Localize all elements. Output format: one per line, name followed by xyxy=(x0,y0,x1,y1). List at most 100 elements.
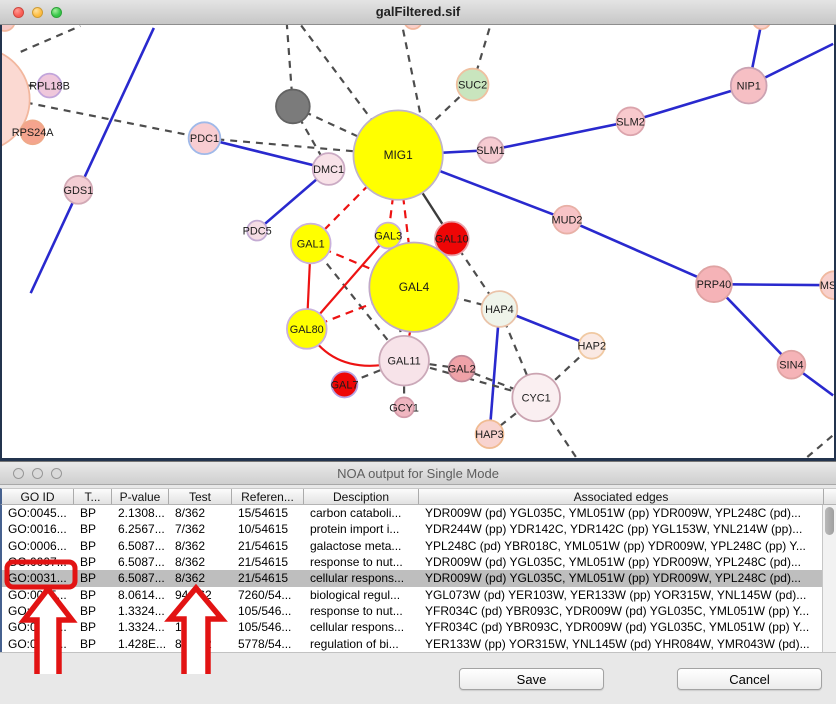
node-GAL1[interactable]: GAL1 xyxy=(289,222,332,265)
node-label: MIG1 xyxy=(384,148,413,162)
table-row[interactable]: GO:0065... BP 8.0614... 94/362 7260/54... bio… xyxy=(2,587,824,603)
node-label: PDC5 xyxy=(243,226,272,238)
column-header-p-value[interactable]: P-value xyxy=(112,489,169,504)
node-GAL2[interactable]: GAL2 xyxy=(448,354,476,383)
table-row[interactable]: GO:0016... BP 6.2567... 7/362 10/54615 protei… xyxy=(2,521,824,537)
cell: BP xyxy=(80,636,97,651)
network-edge[interactable] xyxy=(401,25,422,113)
column-header-desciption[interactable]: Desciption xyxy=(304,489,419,504)
table-row[interactable]: GO:0050... BP 1.428E... 80/362 5778/54... reg… xyxy=(2,636,824,652)
node-DMC1[interactable]: DMC1 xyxy=(311,152,346,186)
table-row[interactable]: GO:0031... BP 1.3324... 11/362 105/546... res… xyxy=(2,603,824,619)
minimize-icon[interactable] xyxy=(32,468,43,479)
table-header[interactable]: GO ID T... P-value Test Referen... Desciption… xyxy=(0,488,836,505)
node-GAL11[interactable]: GAL11 xyxy=(378,334,430,387)
network-edge[interactable] xyxy=(490,120,631,152)
node-MUD2[interactable]: MUD2 xyxy=(552,204,583,235)
zoom-icon[interactable] xyxy=(51,7,62,18)
cell: GO:0031... xyxy=(8,571,67,586)
node-label: GAL1 xyxy=(297,238,325,250)
column-header-referen-[interactable]: Referen... xyxy=(232,489,304,504)
minimize-icon[interactable] xyxy=(32,7,43,18)
node-GAL3[interactable]: GAL3 xyxy=(374,221,402,250)
network-edge[interactable] xyxy=(204,136,329,171)
node-GAL7[interactable]: GAL7 xyxy=(331,370,359,399)
network-edge[interactable] xyxy=(29,27,156,294)
node-CYC1[interactable]: CYC1 xyxy=(511,372,561,423)
cell: 11/362 xyxy=(175,620,211,635)
network-edge[interactable] xyxy=(204,137,399,157)
column-header-test[interactable]: Test xyxy=(169,489,232,504)
node-label: GAL4 xyxy=(399,280,430,294)
network-canvas[interactable]: RPL18B RPS24A GDS1 PDC1 MIG1 SUC2 SLM1 DMC1 SLM2… xyxy=(0,25,836,461)
table-row[interactable]: GO:0031... BP 1.3324... 11/362 105/546... cel… xyxy=(2,619,824,635)
table-row[interactable]: GO:0045... BP 2.1308... 8/362 15/54615 carbon… xyxy=(2,505,824,521)
cell: BP xyxy=(80,620,97,635)
cell: 21/54615 xyxy=(238,554,289,569)
node-GAL4[interactable]: GAL4 xyxy=(368,241,460,333)
network-edge[interactable] xyxy=(25,101,205,140)
network-edge[interactable] xyxy=(403,359,462,370)
node-GAL80[interactable]: GAL80 xyxy=(286,308,328,350)
node-SLM1[interactable]: SLM1 xyxy=(476,136,505,164)
table-row[interactable]: GO:0007... BP 6.5087... 8/362 21/54615 respon… xyxy=(2,554,824,570)
node-MSL1[interactable]: MSL1 xyxy=(819,270,836,300)
cell: 7260/54... xyxy=(238,587,292,602)
node-MIG1[interactable]: MIG1 xyxy=(352,109,444,201)
node-PDC1[interactable]: PDC1 xyxy=(187,121,222,155)
node-SUC2[interactable]: SUC2 xyxy=(455,67,490,102)
node-label: MSL1 xyxy=(820,280,836,292)
node-SLM2[interactable]: SLM2 xyxy=(615,106,646,137)
node-HAP3[interactable]: HAP3 xyxy=(474,419,505,449)
node-blob[interactable] xyxy=(0,48,31,151)
node-RPL18B[interactable]: RPL18B xyxy=(29,72,70,99)
node-topsliver1[interactable] xyxy=(404,25,422,30)
close-icon[interactable] xyxy=(13,7,24,18)
table-row[interactable]: GO:0006... BP 6.5087... 8/362 21/54615 galact… xyxy=(2,538,824,554)
node-label: HAP3 xyxy=(475,429,504,441)
node-GCY1[interactable]: GCY1 xyxy=(389,396,419,419)
close-icon[interactable] xyxy=(13,468,24,479)
cell: 1.3324... xyxy=(118,603,165,618)
zoom-icon[interactable] xyxy=(51,468,62,479)
cell: BP xyxy=(80,538,97,553)
node-label: SLM1 xyxy=(476,145,505,157)
cell: 8/362 xyxy=(175,571,206,586)
cell: response to nut... xyxy=(310,554,403,569)
node-GAL10[interactable]: GAL10 xyxy=(433,220,470,257)
cell: 11/362 xyxy=(175,603,211,618)
column-header-t-[interactable]: T... xyxy=(74,489,112,504)
node-corner[interactable] xyxy=(0,25,15,32)
node-GDS1[interactable]: GDS1 xyxy=(64,175,94,205)
save-button[interactable]: Save xyxy=(459,668,604,690)
cell: 6.5087... xyxy=(118,538,165,553)
node-HAP4[interactable]: HAP4 xyxy=(480,290,519,328)
network-edge[interactable] xyxy=(806,434,834,458)
network-edge[interactable] xyxy=(630,84,750,123)
node-SIN4[interactable]: SIN4 xyxy=(776,349,807,380)
node-NIP1[interactable]: NIP1 xyxy=(729,66,768,105)
network-edge[interactable] xyxy=(488,308,501,435)
node-RPS24A[interactable]: RPS24A xyxy=(12,119,55,146)
column-header-go-id[interactable]: GO ID xyxy=(2,489,74,504)
cell: BP xyxy=(80,571,97,586)
node-gray-node[interactable] xyxy=(275,88,311,125)
network-edge[interactable] xyxy=(566,218,715,286)
vertical-scrollbar[interactable] xyxy=(822,505,836,652)
network-edge[interactable] xyxy=(713,282,834,287)
network-edge[interactable] xyxy=(471,25,492,85)
node-PRP40[interactable]: PRP40 xyxy=(695,265,733,303)
cell: 15/54615 xyxy=(238,506,289,520)
table-row[interactable]: GO:0031... BP 6.5087... 8/362 21/54615 cellul… xyxy=(2,570,824,587)
column-header-associated-edges[interactable]: Associated edges xyxy=(419,489,824,504)
scrollbar-thumb[interactable] xyxy=(825,507,834,535)
cell: 8.0614... xyxy=(118,587,165,602)
node-HAP2[interactable]: HAP2 xyxy=(578,331,607,360)
network-edge[interactable] xyxy=(488,396,537,436)
cancel-button[interactable]: Cancel xyxy=(677,668,822,690)
node-PDC5[interactable]: PDC5 xyxy=(243,219,272,242)
node-topsliver2[interactable] xyxy=(753,25,771,30)
cell: 6.2567... xyxy=(118,522,165,537)
network-edge[interactable] xyxy=(20,25,81,53)
